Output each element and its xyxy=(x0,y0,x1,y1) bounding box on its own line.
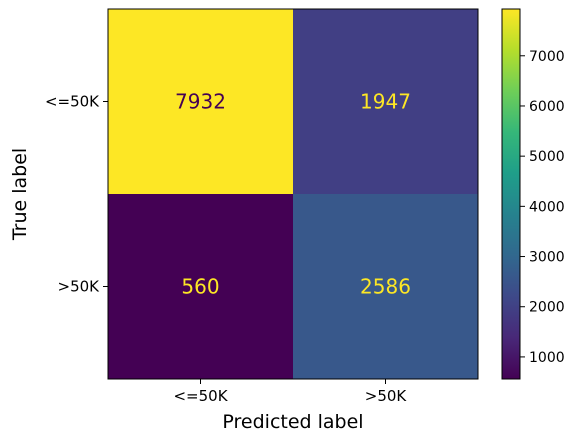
y-axis-ticks: <=50K >50K xyxy=(45,93,108,296)
colorbar-tick-label-2000: 2000 xyxy=(529,300,565,316)
x-axis-ticks: <=50K >50K xyxy=(173,379,407,405)
cell-value-0-1: 1947 xyxy=(360,90,411,114)
matrix-cell-0-1 xyxy=(293,9,478,194)
matrix-cell-0-0 xyxy=(108,9,293,194)
x-axis-label: Predicted label xyxy=(222,411,363,433)
colorbar-tick-label-6000: 6000 xyxy=(529,99,565,115)
colorbar-tick-label-3000: 3000 xyxy=(529,250,565,266)
colorbar-ticks: 1000 2000 3000 4000 5000 6000 7000 xyxy=(520,49,565,366)
cell-value-1-1: 2586 xyxy=(360,275,411,299)
cell-value-labels: 7932 1947 560 2586 xyxy=(175,90,411,299)
y-tick-label-le-50k: <=50K xyxy=(45,93,100,111)
y-axis-label: True label xyxy=(9,148,31,241)
matrix-cell-1-0 xyxy=(108,194,293,379)
cell-value-1-0: 560 xyxy=(181,275,219,299)
plot-frame xyxy=(107,8,479,380)
colorbar xyxy=(501,8,521,380)
colorbar-tick-label-4000: 4000 xyxy=(529,199,565,215)
colorbar-tick-label-1000: 1000 xyxy=(529,350,565,366)
cell-value-0-0: 7932 xyxy=(175,90,226,114)
x-tick-label-le-50k: <=50K xyxy=(173,387,228,405)
y-tick-label-gt-50k: >50K xyxy=(58,278,101,296)
colorbar-tick-label-5000: 5000 xyxy=(529,149,565,165)
colorbar-tick-label-7000: 7000 xyxy=(529,49,565,65)
matrix-cells xyxy=(108,9,478,379)
matrix-cell-1-1 xyxy=(293,194,478,379)
x-tick-label-gt-50k: >50K xyxy=(365,387,408,405)
